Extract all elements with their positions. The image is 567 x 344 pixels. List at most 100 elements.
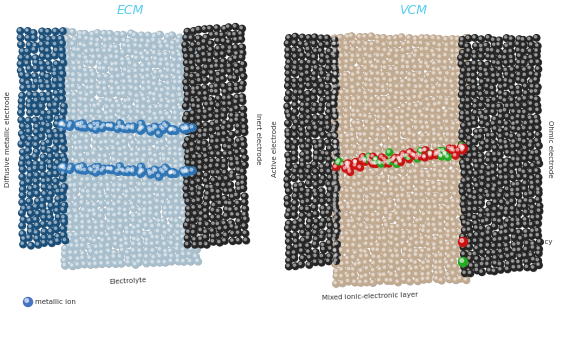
Circle shape — [530, 90, 532, 92]
Circle shape — [299, 107, 306, 114]
Circle shape — [191, 103, 197, 109]
Circle shape — [158, 62, 164, 68]
Circle shape — [438, 187, 441, 190]
Circle shape — [331, 37, 338, 43]
Circle shape — [418, 119, 425, 126]
Circle shape — [92, 183, 99, 189]
Circle shape — [41, 141, 48, 148]
Circle shape — [369, 158, 375, 164]
Circle shape — [27, 228, 34, 235]
Circle shape — [141, 80, 147, 86]
Circle shape — [480, 262, 483, 265]
Circle shape — [306, 52, 312, 59]
Circle shape — [528, 126, 535, 132]
Circle shape — [191, 86, 197, 93]
Circle shape — [312, 102, 319, 109]
Circle shape — [320, 194, 323, 196]
Circle shape — [235, 106, 237, 109]
Circle shape — [163, 230, 169, 237]
Circle shape — [59, 53, 66, 60]
Circle shape — [301, 200, 303, 203]
Circle shape — [285, 41, 291, 47]
Circle shape — [333, 255, 336, 257]
Circle shape — [234, 63, 240, 69]
Circle shape — [452, 67, 454, 70]
Circle shape — [299, 255, 306, 261]
Circle shape — [147, 139, 154, 145]
Circle shape — [509, 55, 512, 58]
Circle shape — [502, 98, 509, 104]
Circle shape — [527, 143, 534, 149]
Circle shape — [492, 98, 495, 100]
Circle shape — [518, 200, 521, 202]
Circle shape — [370, 47, 376, 54]
Circle shape — [417, 153, 424, 160]
Circle shape — [307, 250, 309, 252]
Circle shape — [344, 188, 350, 194]
Circle shape — [365, 103, 367, 106]
Circle shape — [155, 193, 162, 199]
Circle shape — [109, 79, 116, 86]
Circle shape — [129, 122, 132, 124]
Circle shape — [381, 88, 387, 95]
Circle shape — [346, 279, 349, 282]
Circle shape — [210, 65, 213, 67]
Circle shape — [375, 169, 378, 171]
Circle shape — [478, 128, 485, 135]
Circle shape — [80, 214, 87, 221]
Circle shape — [486, 237, 489, 240]
Circle shape — [379, 273, 381, 276]
Circle shape — [41, 240, 47, 246]
Circle shape — [530, 79, 532, 82]
Circle shape — [72, 182, 78, 189]
Circle shape — [478, 103, 484, 109]
Circle shape — [493, 152, 495, 155]
Circle shape — [426, 254, 433, 260]
Circle shape — [45, 84, 52, 90]
Circle shape — [388, 119, 394, 126]
Circle shape — [459, 129, 466, 135]
Circle shape — [128, 61, 134, 67]
Circle shape — [327, 206, 333, 213]
Circle shape — [78, 103, 81, 106]
Circle shape — [474, 267, 480, 273]
Circle shape — [285, 128, 292, 135]
Circle shape — [190, 168, 193, 171]
Circle shape — [344, 156, 350, 163]
Circle shape — [145, 67, 151, 74]
Circle shape — [221, 52, 223, 54]
Circle shape — [78, 54, 84, 61]
Circle shape — [338, 120, 341, 123]
Circle shape — [215, 208, 222, 215]
Circle shape — [75, 164, 78, 166]
Circle shape — [395, 162, 397, 164]
Circle shape — [210, 215, 217, 221]
Circle shape — [185, 182, 192, 188]
Circle shape — [438, 60, 441, 63]
Circle shape — [443, 186, 450, 192]
Circle shape — [221, 83, 227, 89]
Circle shape — [104, 111, 110, 117]
Circle shape — [35, 150, 37, 152]
Circle shape — [484, 217, 490, 224]
Circle shape — [459, 80, 466, 86]
Circle shape — [314, 144, 320, 151]
Circle shape — [403, 261, 405, 264]
Circle shape — [485, 193, 492, 199]
Circle shape — [363, 133, 366, 135]
Circle shape — [384, 223, 387, 226]
Circle shape — [91, 202, 98, 208]
Circle shape — [192, 211, 198, 217]
Circle shape — [515, 187, 522, 194]
Circle shape — [153, 153, 159, 159]
Circle shape — [299, 213, 306, 219]
Circle shape — [393, 132, 400, 138]
Circle shape — [318, 42, 325, 49]
Circle shape — [458, 103, 461, 106]
Circle shape — [450, 240, 457, 246]
Circle shape — [523, 174, 530, 181]
Circle shape — [228, 151, 234, 157]
Circle shape — [291, 47, 298, 54]
Circle shape — [138, 194, 141, 197]
Circle shape — [195, 54, 202, 60]
